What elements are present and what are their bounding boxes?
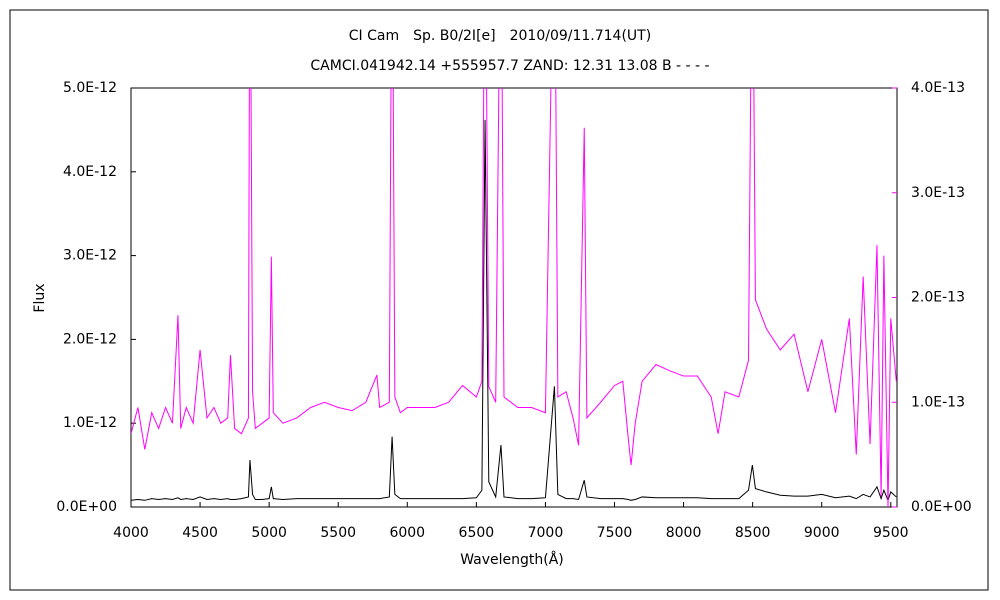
y-tick-label: 2.0E-12 bbox=[63, 331, 117, 347]
chart-title: CI Cam Sp. B0/2I[e] 2010/09/11.714(UT) bbox=[349, 28, 651, 44]
x-tick-label: 4000 bbox=[113, 525, 149, 541]
x-tick-label: 8000 bbox=[666, 525, 702, 541]
y-tick-label: 5.0E-12 bbox=[63, 80, 117, 96]
x-tick-label: 7000 bbox=[528, 525, 564, 541]
x-tick-label: 6000 bbox=[389, 525, 425, 541]
spectrum-line bbox=[131, 119, 897, 502]
x-tick-label: 5500 bbox=[320, 525, 356, 541]
y2-tick-label: 1.0E-13 bbox=[911, 394, 965, 410]
y2-tick-label: 4.0E-13 bbox=[911, 80, 965, 96]
x-tick-label: 9500 bbox=[873, 525, 909, 541]
spectrum-line bbox=[131, 88, 897, 507]
x-tick-label: 4500 bbox=[182, 525, 218, 541]
y-tick-label: 4.0E-12 bbox=[63, 164, 117, 180]
x-tick-label: 6500 bbox=[459, 525, 495, 541]
y-axis-label: Flux bbox=[32, 283, 48, 312]
chart-subtitle: CAMCI.041942.14 +555957.7 ZAND: 12.31 13… bbox=[310, 58, 709, 74]
plot-area bbox=[130, 87, 898, 508]
x-tick-label: 8500 bbox=[735, 525, 771, 541]
y2-tick-label: 0.0E+00 bbox=[911, 499, 972, 515]
y-tick-label: 0.0E+00 bbox=[56, 499, 117, 515]
x-tick-label: 9000 bbox=[804, 525, 840, 541]
y-tick-label: 1.0E-12 bbox=[63, 415, 117, 431]
x-tick-label: 5000 bbox=[251, 525, 287, 541]
y2-tick-label: 3.0E-13 bbox=[911, 185, 965, 201]
y2-tick-label: 2.0E-13 bbox=[911, 290, 965, 306]
x-tick-label: 7500 bbox=[597, 525, 633, 541]
y-tick-label: 3.0E-12 bbox=[63, 248, 117, 264]
x-axis-label: Wavelength(Å) bbox=[460, 551, 564, 568]
